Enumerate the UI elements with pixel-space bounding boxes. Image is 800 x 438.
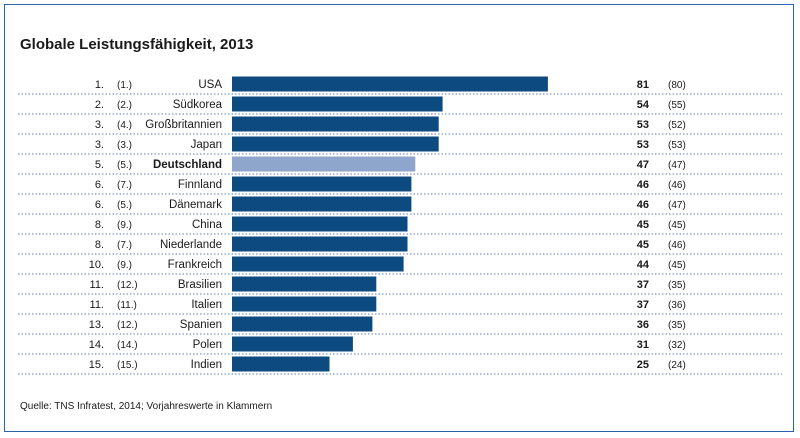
country-label: Brasilien <box>178 279 222 291</box>
rank-label: 8. <box>95 219 104 231</box>
value-label: 37 <box>637 279 649 291</box>
prev-rank-label: (7.) <box>117 180 132 191</box>
bar <box>232 136 439 152</box>
value-label: 45 <box>637 219 649 231</box>
value-label: 36 <box>637 319 649 331</box>
prev-value-label: (53) <box>668 140 686 151</box>
chart-frame <box>4 4 794 432</box>
rank-label: 6. <box>95 179 104 191</box>
prev-value-label: (47) <box>668 160 686 171</box>
prev-rank-label: (11.) <box>117 300 137 311</box>
rank-label: 11. <box>90 299 104 311</box>
country-label: Dänemark <box>169 199 222 211</box>
prev-value-label: (35) <box>668 320 686 331</box>
prev-rank-label: (9.) <box>117 260 132 271</box>
bar <box>232 76 548 92</box>
bar <box>232 156 416 172</box>
rank-label: 10. <box>89 259 104 271</box>
prev-value-label: (46) <box>668 180 686 191</box>
prev-value-label: (46) <box>668 240 686 251</box>
bar <box>232 276 377 292</box>
country-label: Frankreich <box>168 259 222 271</box>
prev-rank-label: (1.) <box>117 80 132 91</box>
value-label: 54 <box>637 99 650 111</box>
value-label: 47 <box>637 159 649 171</box>
country-label: China <box>192 219 223 231</box>
prev-rank-label: (3.) <box>117 140 132 151</box>
prev-rank-label: (12.) <box>117 280 138 291</box>
value-label: 46 <box>637 179 649 191</box>
value-label: 25 <box>637 359 649 371</box>
prev-value-label: (80) <box>668 80 686 91</box>
value-label: 44 <box>637 259 650 271</box>
value-label: 45 <box>637 239 649 251</box>
country-label: Italien <box>191 299 222 311</box>
source-note: Quelle: TNS Infratest, 2014; Vorjahreswe… <box>20 401 273 412</box>
value-label: 53 <box>637 139 649 151</box>
bar <box>232 196 412 212</box>
bar <box>232 256 404 272</box>
bar <box>232 176 412 192</box>
prev-value-label: (45) <box>668 260 686 271</box>
country-label: Deutschland <box>153 159 222 171</box>
value-label: 81 <box>637 79 649 91</box>
rank-label: 2. <box>95 99 104 111</box>
prev-value-label: (24) <box>668 360 686 371</box>
value-label: 37 <box>637 299 649 311</box>
rank-label: 3. <box>95 119 104 131</box>
country-label: Indien <box>191 359 222 371</box>
bar-chart: 1. (1.) USA 81 (80) 2. (2.) Südkorea 54 (55) 3. (4.… <box>18 76 782 375</box>
value-label: 46 <box>637 199 649 211</box>
bar <box>232 216 408 232</box>
bar <box>232 96 443 112</box>
value-label: 31 <box>637 339 649 351</box>
prev-rank-label: (2.) <box>117 100 132 111</box>
prev-rank-label: (5.) <box>117 160 132 171</box>
country-label: Südkorea <box>173 99 223 111</box>
rank-label: 11. <box>90 279 104 291</box>
rank-label: 15. <box>89 359 104 371</box>
country-label: Japan <box>191 139 222 151</box>
prev-rank-label: (9.) <box>117 220 132 231</box>
chart-title: Globale Leistungsfähigkeit, 2013 <box>20 36 254 53</box>
prev-rank-label: (7.) <box>117 240 132 251</box>
prev-value-label: (36) <box>668 300 686 311</box>
bar <box>232 336 353 352</box>
prev-rank-label: (12.) <box>117 320 138 331</box>
bar <box>232 316 373 332</box>
country-label: Spanien <box>180 319 222 331</box>
bar <box>232 116 439 132</box>
prev-value-label: (47) <box>668 200 686 211</box>
rank-label: 3. <box>95 139 104 151</box>
rank-label: 14. <box>89 339 104 351</box>
rank-label: 6. <box>95 199 104 211</box>
prev-rank-label: (15.) <box>117 360 138 371</box>
country-label: Großbritannien <box>145 119 222 131</box>
rank-label: 5. <box>95 159 104 171</box>
prev-value-label: (52) <box>668 120 686 131</box>
prev-value-label: (35) <box>668 280 686 291</box>
prev-value-label: (32) <box>668 340 686 351</box>
country-label: USA <box>198 79 222 91</box>
prev-value-label: (45) <box>668 220 686 231</box>
prev-value-label: (55) <box>668 100 686 111</box>
bar <box>232 296 377 312</box>
prev-rank-label: (5.) <box>117 200 132 211</box>
country-label: Niederlande <box>160 239 222 251</box>
rank-label: 8. <box>95 239 104 251</box>
prev-rank-label: (4.) <box>117 120 132 131</box>
rank-label: 1. <box>95 79 104 91</box>
bar <box>232 356 330 372</box>
rank-label: 13. <box>89 319 104 331</box>
bar <box>232 236 408 252</box>
prev-rank-label: (14.) <box>117 340 138 351</box>
country-label: Polen <box>193 339 222 351</box>
value-label: 53 <box>637 119 649 131</box>
country-label: Finnland <box>178 179 222 191</box>
